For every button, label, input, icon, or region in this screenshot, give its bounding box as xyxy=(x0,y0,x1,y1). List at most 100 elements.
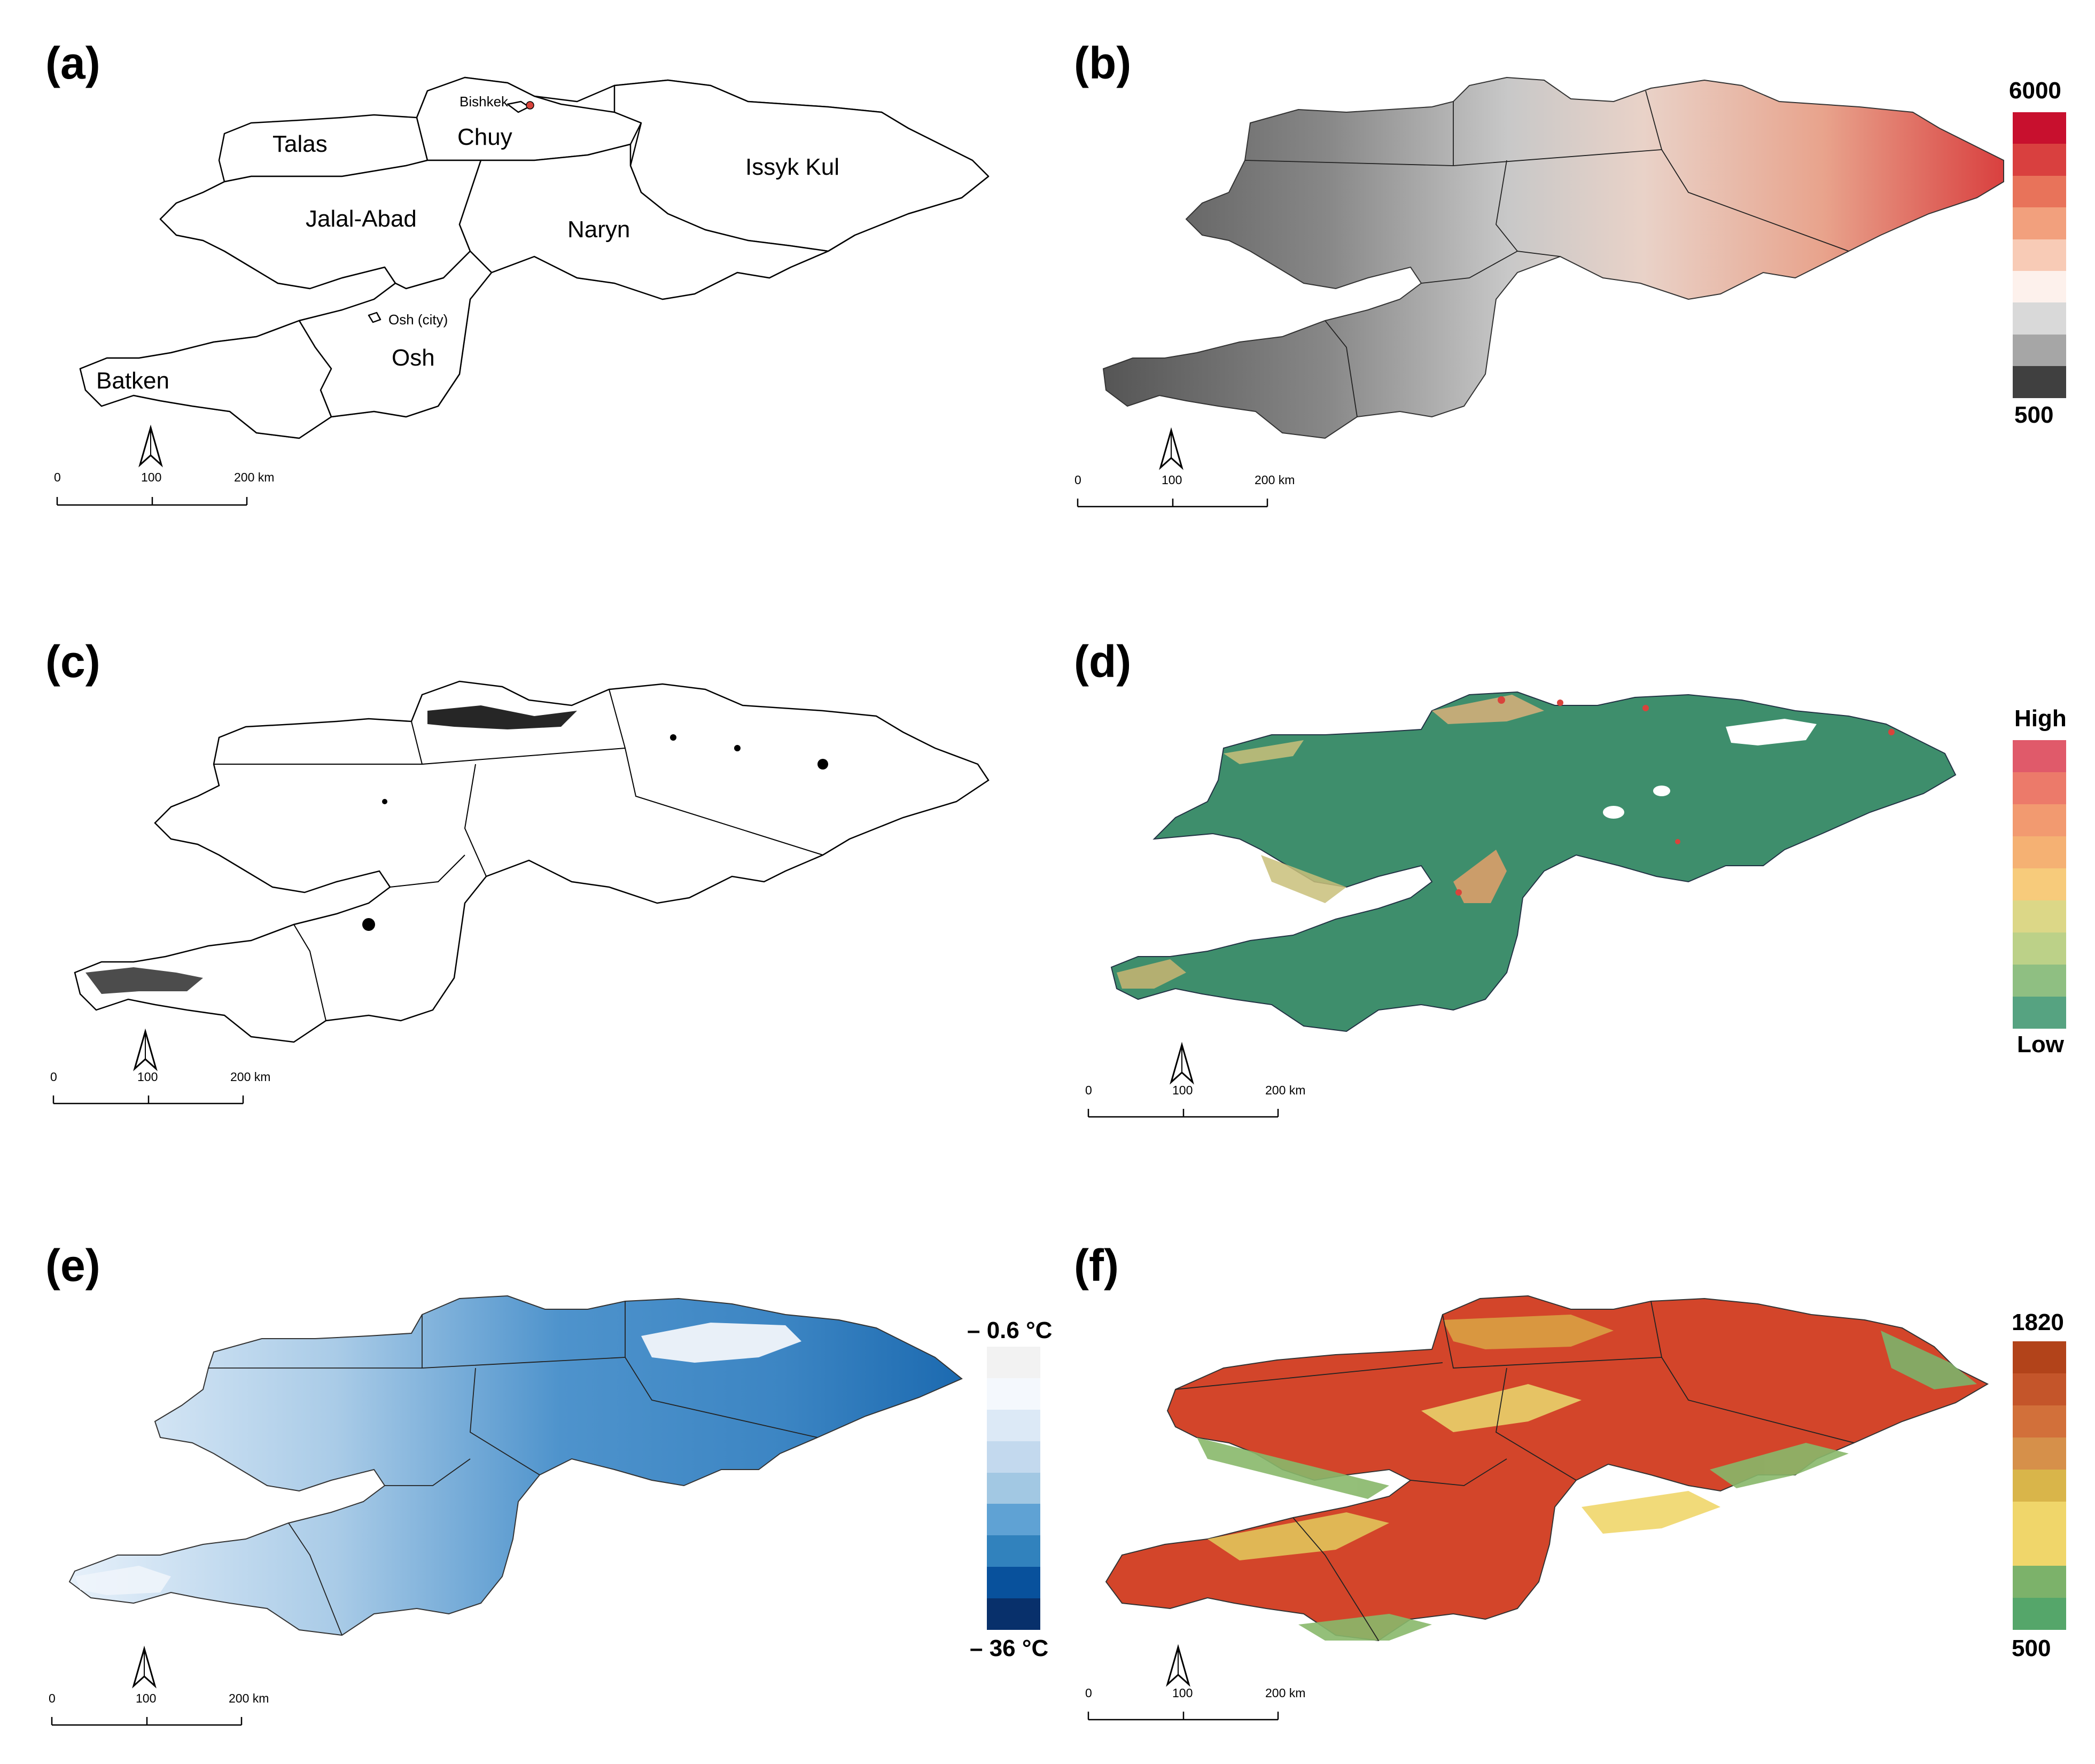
risk-map xyxy=(1110,691,1957,1032)
north-arrow-icon xyxy=(1166,1644,1190,1687)
legend-swatch xyxy=(2013,175,2066,208)
legend-swatch xyxy=(2013,804,2066,836)
legend-swatch xyxy=(987,1378,1040,1410)
legend-swatch xyxy=(987,1409,1040,1441)
legend-swatch xyxy=(987,1598,1040,1630)
region-label-bishkek: Bishkek xyxy=(460,94,509,110)
low-precip-band xyxy=(1710,1443,1849,1488)
high-risk-zone xyxy=(1261,855,1346,903)
legend-swatch xyxy=(2013,366,2066,398)
legend-min-label: 500 xyxy=(2014,402,2054,428)
north-arrow-icon xyxy=(132,1645,157,1689)
legend-swatch xyxy=(2013,1437,2066,1470)
legend-swatch xyxy=(2013,900,2066,932)
legend-color-bar xyxy=(987,1347,1040,1630)
scale-tick-100: 100 xyxy=(137,1070,158,1084)
country-outline xyxy=(74,680,990,1043)
warm-zone xyxy=(75,1566,171,1595)
panel-b: (b) 6000 500 xyxy=(1047,0,2095,588)
legend-swatch xyxy=(2013,144,2066,176)
region-label-talas: Talas xyxy=(272,131,328,157)
legend-swatch xyxy=(2013,302,2066,335)
region-label-jalal-abad: Jalal-Abad xyxy=(306,206,417,232)
region-label-osh-city: Osh (city) xyxy=(388,312,448,328)
scale-bar xyxy=(51,1717,243,1726)
panel-f: (f) 1820 500 xyxy=(1047,1208,2095,1764)
scale-tick-0: 0 xyxy=(54,470,61,484)
legend-swatch xyxy=(2013,1502,2066,1534)
low-precip-band xyxy=(1298,1614,1432,1641)
scale-tick-200: 200 km xyxy=(1265,1686,1306,1700)
scale-bar xyxy=(1087,1712,1279,1721)
legend-swatch xyxy=(987,1567,1040,1599)
legend-swatch xyxy=(2013,772,2066,804)
settlement-cluster-batken xyxy=(85,967,203,994)
panel-e: (e) – 0.6 °C – 36 °C xyxy=(0,1208,1052,1764)
region-boundaries-map xyxy=(79,76,990,439)
low-precip-band xyxy=(1443,1315,1614,1349)
scale-tick-0: 0 xyxy=(50,1070,57,1084)
legend-swatch xyxy=(2013,997,2066,1029)
legend-color-bar xyxy=(2013,1341,2066,1630)
legend-min-label: 500 xyxy=(2012,1635,2051,1661)
low-precip-band xyxy=(1582,1491,1720,1534)
scale-tick-0: 0 xyxy=(1074,473,1081,487)
legend-swatch xyxy=(2013,836,2066,868)
scale-tick-100: 100 xyxy=(141,470,162,484)
region-label-naryn: Naryn xyxy=(567,216,630,243)
legend-color-bar xyxy=(2013,112,2066,398)
scale-bar xyxy=(1077,499,1268,508)
scale-tick-0: 0 xyxy=(1085,1686,1092,1700)
low-precip-band xyxy=(1881,1331,1977,1389)
high-risk-zone xyxy=(1117,959,1186,989)
legend-swatch xyxy=(2013,1598,2066,1630)
legend-swatch xyxy=(2013,1373,2066,1405)
legend-max-label: – 0.6 °C xyxy=(967,1317,1053,1343)
panel-letter: (c) xyxy=(45,636,100,687)
legend-swatch xyxy=(2013,239,2066,271)
legend-min-label: – 36 °C xyxy=(970,1635,1049,1661)
legend-max-label: High xyxy=(2014,705,2067,732)
scale-tick-0: 0 xyxy=(49,1691,56,1705)
scale-tick-200: 200 km xyxy=(1255,473,1295,487)
legend-swatch xyxy=(2013,1566,2066,1598)
elevation-raster xyxy=(1102,76,2004,439)
bishkek-marker xyxy=(526,101,534,110)
legend-swatch xyxy=(2013,112,2066,144)
legend-swatch xyxy=(2013,740,2066,772)
legend-swatch xyxy=(2013,965,2066,997)
scale-tick-200: 200 km xyxy=(1265,1083,1306,1097)
low-precip-band xyxy=(1208,1512,1389,1560)
scale-tick-100: 100 xyxy=(1172,1083,1193,1097)
panel-letter: (e) xyxy=(45,1240,100,1291)
legend-max-label: 6000 xyxy=(2009,77,2061,104)
scale-tick-200: 200 km xyxy=(234,470,275,484)
scale-tick-100: 100 xyxy=(136,1691,157,1705)
legend-swatch xyxy=(2013,270,2066,303)
precipitation-raster xyxy=(1105,1295,1989,1642)
scale-tick-200: 200 km xyxy=(230,1070,271,1084)
scale-tick-0: 0 xyxy=(1085,1083,1092,1097)
legend-swatch xyxy=(2013,1534,2066,1566)
legend-min-label: Low xyxy=(2017,1031,2064,1058)
panel-c: (c) 0 100 200 km xyxy=(0,604,1047,1192)
high-risk-zone xyxy=(1453,850,1507,903)
north-arrow-icon xyxy=(138,424,163,468)
elevation-map xyxy=(1102,76,2004,439)
legend-swatch xyxy=(987,1504,1040,1536)
precipitation-map xyxy=(1105,1295,1989,1642)
panel-letter: (f) xyxy=(1074,1240,1119,1291)
legend-swatch xyxy=(2013,1470,2066,1502)
legend-swatch xyxy=(2013,1341,2066,1373)
legend-swatch xyxy=(2013,207,2066,239)
legend-swatch xyxy=(2013,868,2066,900)
scale-bar xyxy=(52,1095,244,1105)
scale-tick-100: 100 xyxy=(1162,473,1182,487)
north-arrow-icon xyxy=(1170,1042,1194,1085)
temperature-raster xyxy=(68,1295,963,1636)
legend-swatch xyxy=(987,1472,1040,1504)
legend-color-bar xyxy=(2013,740,2066,1029)
scale-tick-200: 200 km xyxy=(229,1691,269,1705)
panel-a: (a) Bishkek Talas Chuy Issyk Ku xyxy=(0,0,1047,588)
scale-bar xyxy=(56,497,248,506)
